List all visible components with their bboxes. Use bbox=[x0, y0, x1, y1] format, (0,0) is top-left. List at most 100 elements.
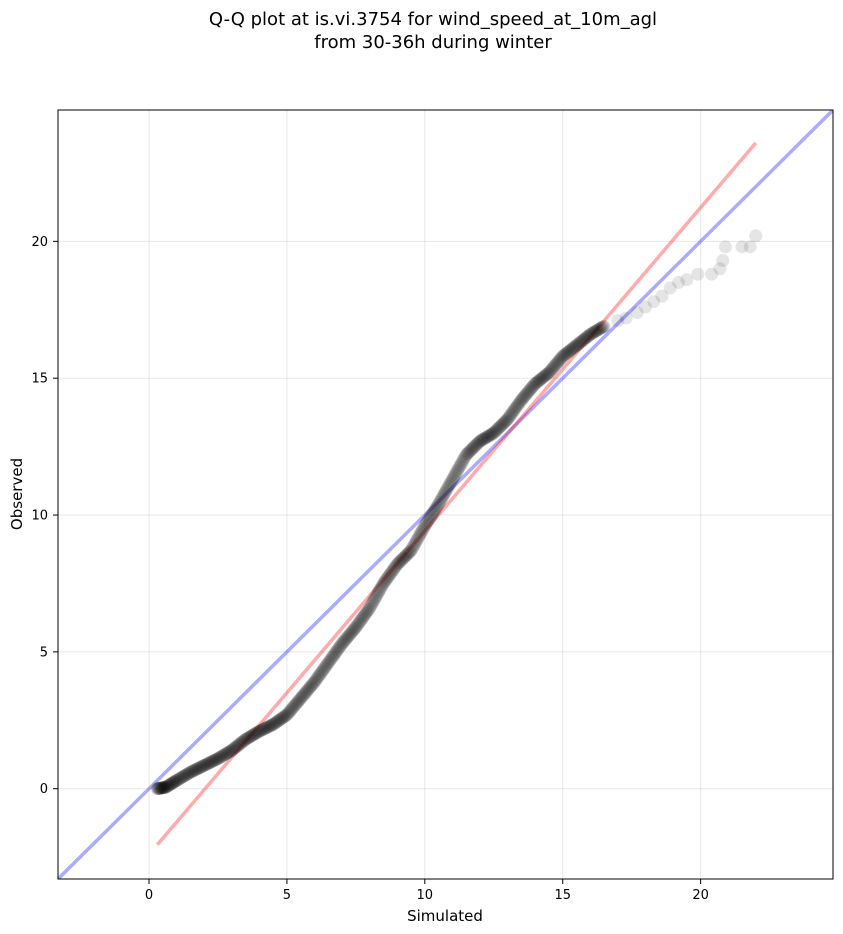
qq-point bbox=[203, 755, 217, 769]
qq-point bbox=[489, 424, 503, 438]
qq-point bbox=[309, 672, 323, 686]
qq-point bbox=[169, 774, 183, 788]
qq-point bbox=[570, 338, 584, 352]
qq-point bbox=[505, 405, 519, 419]
qq-point bbox=[241, 731, 255, 745]
qq-point bbox=[585, 326, 599, 340]
qq-point bbox=[433, 495, 447, 509]
qq-point bbox=[526, 379, 540, 393]
qq-point bbox=[304, 680, 318, 694]
qq-point bbox=[167, 775, 181, 789]
qq-point bbox=[515, 392, 529, 406]
qq-point bbox=[157, 781, 171, 795]
qq-point bbox=[180, 767, 194, 781]
qq-point bbox=[468, 439, 482, 453]
qq-point bbox=[207, 754, 221, 768]
qq-point bbox=[509, 400, 523, 414]
qq-point bbox=[163, 778, 177, 792]
qq-point bbox=[389, 559, 403, 573]
qq-point bbox=[421, 514, 435, 528]
qq-point bbox=[187, 763, 201, 777]
qq-point bbox=[350, 619, 364, 633]
grid-lines bbox=[58, 110, 833, 879]
qq-point bbox=[391, 556, 405, 570]
qq-point bbox=[156, 781, 170, 795]
qq-point bbox=[253, 724, 267, 738]
qq-point bbox=[592, 322, 606, 336]
qq-point bbox=[181, 766, 195, 780]
qq-point bbox=[214, 750, 228, 764]
qq-point bbox=[450, 464, 464, 478]
qq-point bbox=[154, 781, 168, 795]
qq-point bbox=[477, 432, 491, 446]
qq-point bbox=[341, 630, 355, 644]
qq-point bbox=[233, 737, 247, 751]
qq-point bbox=[447, 469, 461, 483]
qq-point bbox=[270, 715, 284, 729]
qq-point bbox=[539, 368, 553, 382]
qq-point bbox=[422, 513, 436, 527]
qq-point bbox=[459, 448, 473, 462]
qq-point bbox=[568, 340, 582, 354]
qq-point bbox=[175, 771, 189, 785]
qq-point bbox=[249, 726, 263, 740]
qq-point bbox=[441, 479, 455, 493]
qq-point bbox=[593, 322, 607, 336]
qq-point bbox=[553, 353, 567, 367]
qq-point bbox=[487, 426, 501, 440]
qq-point bbox=[395, 552, 409, 566]
x-tick-label: 5 bbox=[283, 888, 291, 903]
qq-point bbox=[548, 359, 562, 373]
qq-point bbox=[351, 617, 365, 631]
qq-point bbox=[323, 653, 337, 667]
qq-point bbox=[529, 376, 543, 390]
qq-point bbox=[282, 705, 296, 719]
qq-point bbox=[589, 324, 603, 338]
qq-point bbox=[373, 583, 387, 597]
qq-point bbox=[237, 734, 251, 748]
qq-point bbox=[184, 765, 198, 779]
qq-point bbox=[452, 460, 466, 474]
qq-point bbox=[454, 457, 468, 471]
qq-point bbox=[159, 780, 173, 794]
qq-point bbox=[448, 467, 462, 481]
qq-point bbox=[364, 599, 378, 613]
qq-point bbox=[168, 774, 182, 788]
qq-point bbox=[576, 333, 590, 347]
qq-point bbox=[561, 345, 575, 359]
qq-point bbox=[346, 624, 360, 638]
qq-point bbox=[376, 576, 390, 590]
qq-point bbox=[241, 731, 255, 745]
qq-point bbox=[227, 742, 241, 756]
qq-point bbox=[301, 683, 315, 697]
qq-point bbox=[336, 635, 350, 649]
qq-point bbox=[516, 391, 530, 405]
qq-point bbox=[306, 677, 320, 691]
qq-point bbox=[332, 641, 346, 655]
qq-point bbox=[554, 352, 568, 366]
qq-point bbox=[533, 373, 547, 387]
qq-point bbox=[219, 747, 233, 761]
qq-point bbox=[176, 770, 190, 784]
qq-point bbox=[493, 420, 507, 434]
qq-point bbox=[467, 440, 481, 454]
qq-point bbox=[443, 476, 457, 490]
qq-point bbox=[536, 370, 550, 384]
qq-point bbox=[444, 474, 458, 488]
qq-point bbox=[404, 544, 418, 558]
qq-point bbox=[221, 746, 235, 760]
qq-point bbox=[195, 759, 209, 773]
qq-point bbox=[153, 781, 167, 795]
qq-point bbox=[318, 660, 332, 674]
y-tick-label: 10 bbox=[31, 509, 48, 524]
qq-point bbox=[488, 425, 502, 439]
qq-point bbox=[373, 582, 387, 596]
qq-point bbox=[572, 336, 586, 350]
qq-point bbox=[382, 568, 396, 582]
qq-point bbox=[563, 344, 577, 358]
qq-point bbox=[524, 381, 538, 395]
qq-point bbox=[348, 621, 362, 635]
qq-point bbox=[250, 725, 264, 739]
qq-point bbox=[234, 736, 248, 750]
qq-point bbox=[718, 240, 732, 254]
